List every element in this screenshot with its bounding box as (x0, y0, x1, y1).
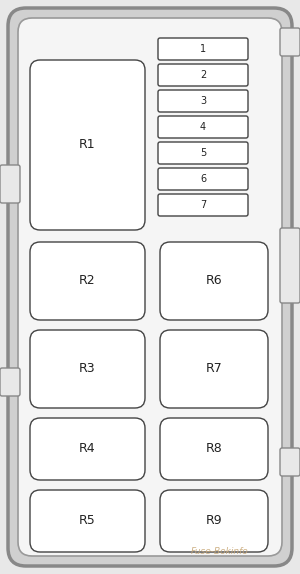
FancyBboxPatch shape (30, 330, 145, 408)
FancyBboxPatch shape (160, 330, 268, 408)
FancyBboxPatch shape (18, 18, 282, 556)
Text: R5: R5 (79, 514, 96, 528)
Text: R7: R7 (206, 363, 222, 375)
Text: R2: R2 (79, 274, 96, 288)
FancyBboxPatch shape (160, 242, 268, 320)
Text: R9: R9 (206, 514, 222, 528)
FancyBboxPatch shape (158, 142, 248, 164)
FancyBboxPatch shape (158, 168, 248, 190)
FancyBboxPatch shape (158, 38, 248, 60)
FancyBboxPatch shape (0, 368, 20, 396)
FancyBboxPatch shape (30, 418, 145, 480)
Text: 3: 3 (200, 96, 206, 106)
Text: R3: R3 (79, 363, 96, 375)
Text: 6: 6 (200, 174, 206, 184)
FancyBboxPatch shape (280, 228, 300, 303)
Text: 1: 1 (200, 44, 206, 54)
Text: R4: R4 (79, 443, 96, 456)
FancyBboxPatch shape (0, 165, 20, 203)
FancyBboxPatch shape (158, 194, 248, 216)
FancyBboxPatch shape (160, 418, 268, 480)
Text: Fuse-Bokinfo: Fuse-Bokinfo (191, 548, 249, 557)
Text: 5: 5 (200, 148, 206, 158)
FancyBboxPatch shape (30, 60, 145, 230)
FancyBboxPatch shape (280, 28, 300, 56)
Text: 7: 7 (200, 200, 206, 210)
FancyBboxPatch shape (160, 490, 268, 552)
FancyBboxPatch shape (158, 90, 248, 112)
FancyBboxPatch shape (30, 490, 145, 552)
Text: R8: R8 (206, 443, 222, 456)
FancyBboxPatch shape (8, 8, 292, 566)
FancyBboxPatch shape (30, 242, 145, 320)
FancyBboxPatch shape (158, 64, 248, 86)
Text: 2: 2 (200, 70, 206, 80)
FancyBboxPatch shape (280, 448, 300, 476)
Text: R6: R6 (206, 274, 222, 288)
Text: 4: 4 (200, 122, 206, 132)
Text: R1: R1 (79, 138, 96, 152)
FancyBboxPatch shape (158, 116, 248, 138)
